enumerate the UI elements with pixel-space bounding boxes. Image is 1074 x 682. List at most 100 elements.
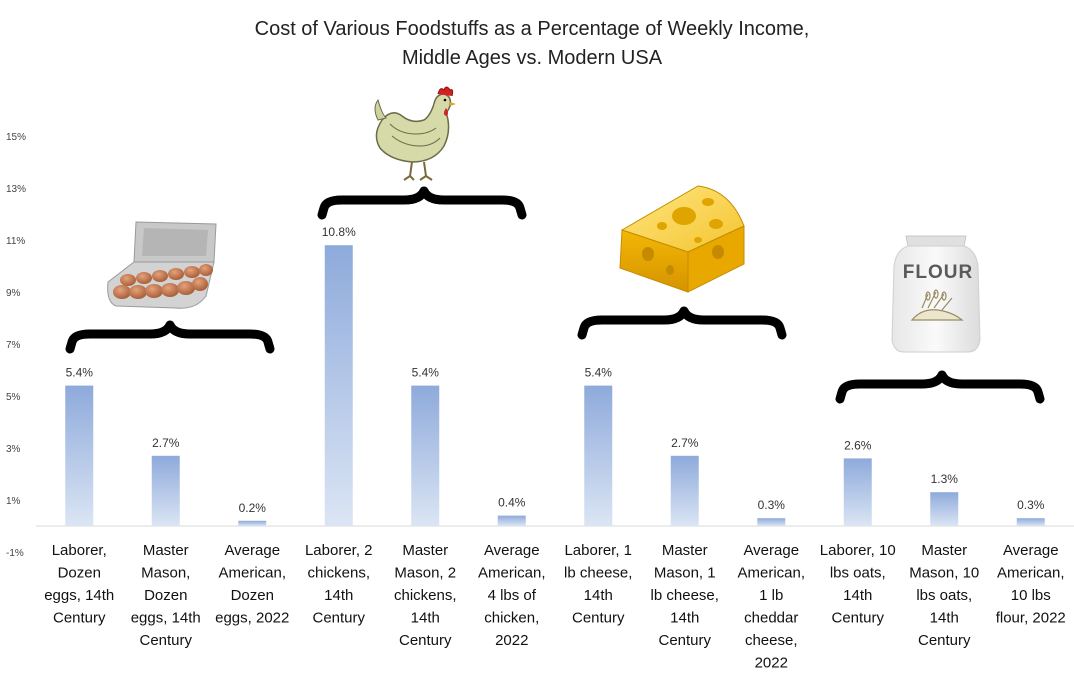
category-label-line: lbs oats,	[916, 587, 972, 604]
bar	[670, 455, 699, 526]
category-label-line: Mason,	[141, 565, 190, 582]
category-label: Master Mason, 10 lbs oats, 14th Century	[909, 542, 979, 649]
data-label: 5.4%	[412, 366, 440, 380]
category-label-line: lb cheese,	[564, 565, 632, 582]
category-label: Average American, Dozen eggs, 2022	[215, 542, 289, 627]
bar	[497, 515, 526, 526]
cheese-icon	[619, 185, 745, 293]
bar	[151, 455, 180, 526]
bar	[930, 492, 959, 526]
category-label-line: Century	[658, 632, 711, 649]
category-label: Average American, 1 lb cheddar cheese, 2022	[737, 542, 805, 672]
category-label-line: Master	[662, 542, 708, 559]
category-label-line: Laborer, 2	[305, 542, 373, 559]
y-tick-label: -1%	[6, 548, 24, 559]
egg-carton-icon	[107, 221, 217, 309]
category-label-line: 2022	[755, 655, 788, 672]
category-label-line: Dozen	[144, 587, 187, 604]
category-label: Average American, 10 lbs flour, 2022	[996, 542, 1066, 627]
category-label-line: Century	[918, 632, 971, 649]
brace-oats-flour	[835, 370, 1045, 404]
category-label-line: American,	[218, 565, 286, 582]
data-label: 0.3%	[758, 498, 786, 512]
data-label: 0.2%	[239, 501, 267, 515]
braces-group	[65, 186, 1045, 404]
category-label-line: Mason, 2	[394, 565, 456, 582]
brace-chickens	[317, 186, 527, 220]
data-labels-group: 5.4% 2.7% 0.2% 10.8% 5.4% 0.4% 5.4% 2.7% 0.3% 2.6…	[66, 225, 1045, 515]
data-label: 0.3%	[1017, 498, 1045, 512]
category-label-line: lbs oats,	[830, 565, 886, 582]
category-label-line: lb cheese,	[651, 587, 719, 604]
y-axis: -1% 1% 3% 5% 7% 9% 11% 13% 15%	[6, 132, 26, 559]
category-label-line: 4 lbs of	[488, 587, 537, 604]
category-label-line: Average	[743, 542, 799, 559]
category-label-line: Average	[224, 542, 280, 559]
category-label-line: Average	[484, 542, 540, 559]
data-label: 2.7%	[671, 436, 699, 450]
bar	[584, 385, 613, 526]
category-label-line: Dozen	[58, 565, 101, 582]
category-label-line: Century	[831, 610, 884, 627]
flour-bag-icon: FLOUR	[891, 235, 981, 353]
category-label-line: 14th	[843, 587, 872, 604]
category-label-line: Master	[921, 542, 967, 559]
category-label-line: chickens,	[394, 587, 457, 604]
category-label-line: Average	[1003, 542, 1059, 559]
category-label-line: American,	[478, 565, 546, 582]
y-tick-label: 9%	[6, 288, 21, 299]
category-labels-group: Laborer, Dozen eggs, 14th Century Master Maso…	[44, 542, 1066, 672]
category-label-line: Dozen	[231, 587, 274, 604]
data-label: 1.3%	[931, 472, 959, 486]
data-label: 2.7%	[152, 436, 180, 450]
bar	[324, 245, 353, 526]
category-label-line: 14th	[324, 587, 353, 604]
category-label-line: eggs, 14th	[44, 587, 114, 604]
chart-title-line-2: Middle Ages vs. Modern USA	[402, 47, 663, 69]
category-label-line: Master	[143, 542, 189, 559]
brace-eggs	[65, 320, 275, 354]
chicken-icon	[374, 86, 456, 181]
category-label-line: American,	[737, 565, 805, 582]
y-tick-label: 5%	[6, 392, 21, 403]
bar	[238, 520, 267, 526]
category-label-line: Laborer,	[52, 542, 107, 559]
category-label: Master Mason, 1 lb cheese, 14th Century	[651, 542, 719, 649]
category-label-line: Century	[139, 632, 192, 649]
category-label-line: Mason, 10	[909, 565, 979, 582]
category-label-line: Century	[399, 632, 452, 649]
data-label: 5.4%	[66, 366, 94, 380]
category-label-line: eggs, 14th	[131, 610, 201, 627]
flour-bag-label: FLOUR	[903, 262, 973, 283]
y-tick-label: 7%	[6, 340, 21, 351]
data-label: 2.6%	[844, 438, 872, 452]
category-label-line: 14th	[584, 587, 613, 604]
data-label: 10.8%	[322, 225, 356, 239]
bar	[411, 385, 440, 526]
y-tick-label: 3%	[6, 444, 21, 455]
category-label-line: 1 lb	[759, 587, 783, 604]
chart-title-line-1: Cost of Various Foodstuffs as a Percenta…	[255, 18, 810, 40]
category-label-line: Century	[312, 610, 365, 627]
category-label-line: chicken,	[484, 610, 539, 627]
data-label: 5.4%	[585, 366, 613, 380]
category-label-line: 14th	[411, 610, 440, 627]
category-label: Laborer, 10 lbs oats, 14th Century	[820, 542, 896, 627]
y-tick-label: 1%	[6, 496, 21, 507]
category-label-line: flour, 2022	[996, 610, 1066, 627]
brace-cheese	[577, 306, 787, 340]
category-label-line: Master	[402, 542, 448, 559]
category-label-line: 14th	[930, 610, 959, 627]
category-label-line: chickens,	[307, 565, 370, 582]
category-label-line: Mason, 1	[654, 565, 716, 582]
bars-group	[65, 245, 1045, 526]
bar	[1016, 518, 1045, 526]
category-label-line: 10 lbs	[1011, 587, 1051, 604]
category-label-line: Century	[53, 610, 106, 627]
category-label: Laborer, 1 lb cheese, 14th Century	[564, 542, 632, 627]
category-label-line: Laborer, 10	[820, 542, 896, 559]
category-label-line: Laborer, 1	[564, 542, 632, 559]
category-label-line: 2022	[495, 632, 528, 649]
category-label: Average American, 4 lbs of chicken, 2022	[478, 542, 546, 649]
